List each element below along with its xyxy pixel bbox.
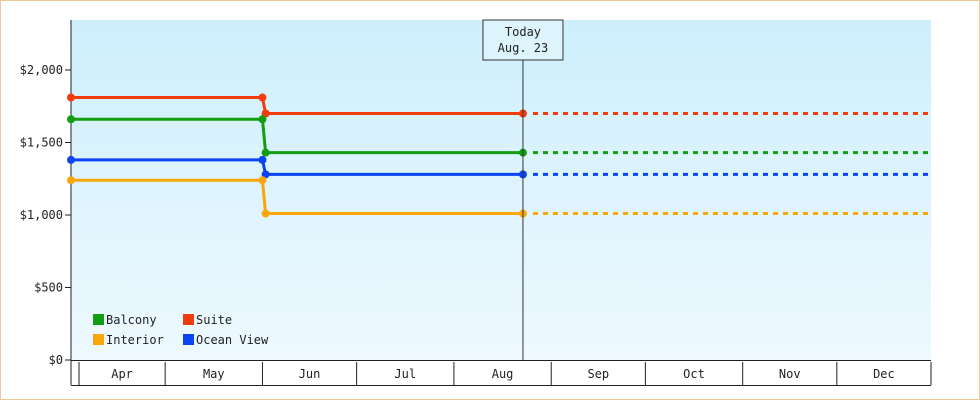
legend-swatch [93,334,104,345]
month-label: Jun [299,367,321,381]
legend-swatch [93,314,104,325]
series-line [71,96,523,115]
y-tick-label: $2,000 [20,63,63,77]
legend-label: Ocean View [196,333,269,347]
data-point [258,155,267,164]
legend-swatch [183,334,194,345]
data-point [67,115,75,124]
plot-area [71,20,931,360]
data-point [67,93,75,102]
month-label: Dec [873,367,895,381]
legend-label: Interior [106,333,164,347]
data-point [261,148,270,157]
today-label-box [482,19,564,61]
y-tick-label: $1,000 [20,208,63,222]
data-point [67,155,75,164]
month-label: May [203,367,225,381]
legend-item: Interior [93,333,164,347]
data-point [67,176,75,185]
data-point [261,209,270,218]
y-tick-label: $1,500 [20,136,63,150]
month-label: Sep [587,367,609,381]
data-point [258,93,267,102]
today-date-label: Aug. 23 [498,41,549,55]
legend-item: Suite [183,313,232,327]
month-label: Aug [492,367,514,381]
month-label: Nov [779,367,801,381]
data-point [258,115,267,124]
legend-item: Balcony [93,313,157,327]
month-label: Apr [111,367,133,381]
legend-label: Suite [196,313,232,327]
y-tick-label: $500 [34,281,63,295]
series-line [71,178,523,216]
legend-swatch [183,314,194,325]
data-point [258,176,267,185]
legend-item: Ocean View [183,333,269,347]
series-interior [67,176,931,218]
y-tick-label: $0 [49,353,63,367]
series-ocean-view [67,155,931,179]
legend-label: Balcony [106,313,157,327]
month-label: Jul [394,367,416,381]
series-line [71,117,523,155]
series-suite [67,93,931,118]
month-label: Oct [683,367,705,381]
series-line [71,158,523,176]
today-label: Today [505,25,541,39]
